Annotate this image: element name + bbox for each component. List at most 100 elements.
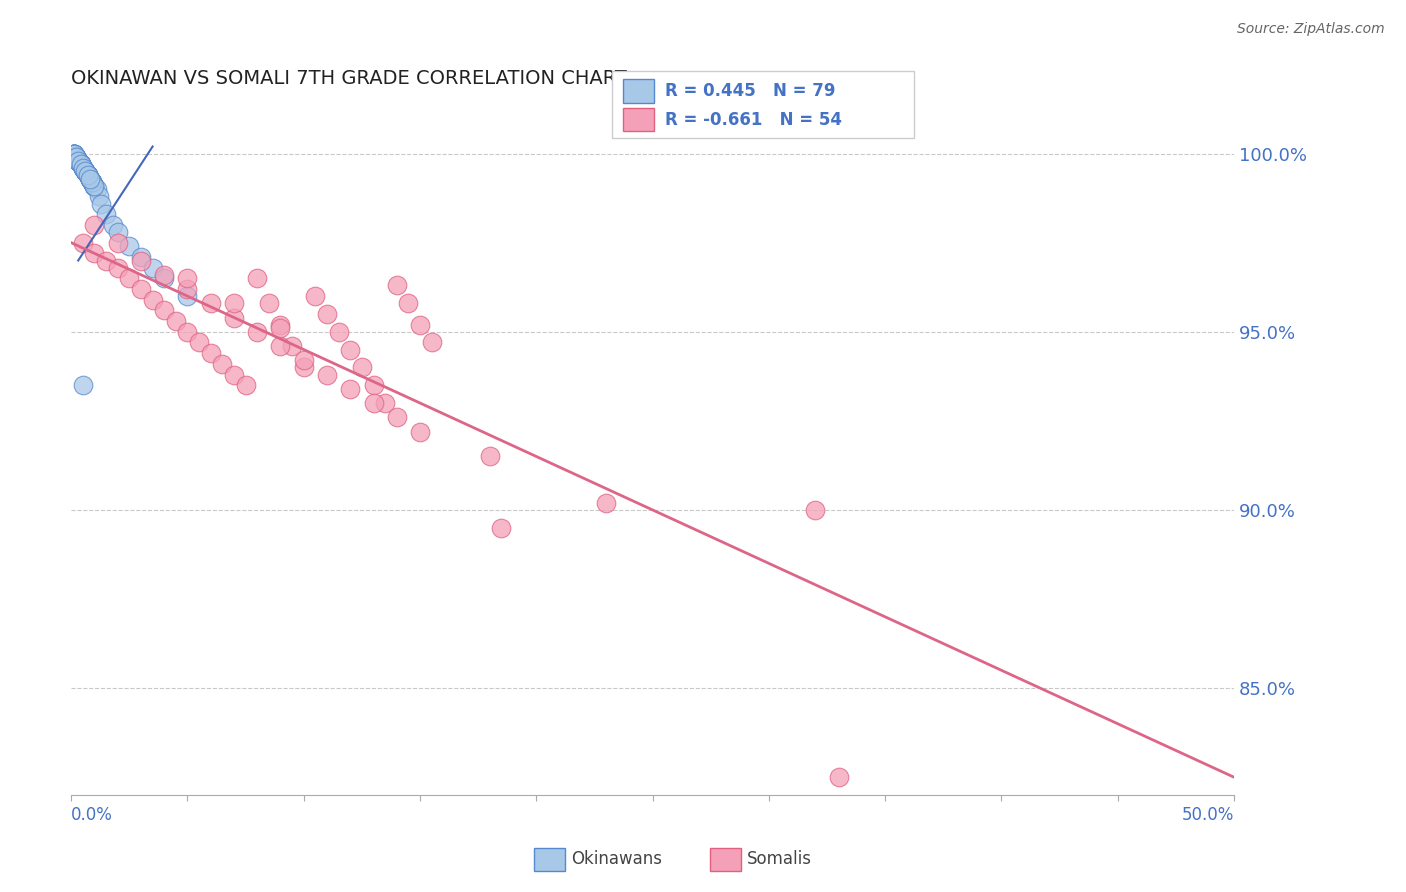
Point	[107, 225, 129, 239]
Point	[420, 335, 443, 350]
Point	[72, 161, 94, 175]
Point	[62, 146, 84, 161]
Point	[316, 307, 339, 321]
Point	[79, 171, 101, 186]
Point	[65, 150, 87, 164]
Point	[385, 410, 408, 425]
Point	[153, 271, 176, 285]
Point	[67, 153, 90, 168]
Point	[396, 296, 419, 310]
Point	[83, 218, 105, 232]
Point	[339, 382, 361, 396]
Point	[72, 161, 94, 175]
Point	[75, 164, 97, 178]
Point	[304, 289, 326, 303]
Point	[374, 396, 396, 410]
Point	[94, 253, 117, 268]
Point	[491, 521, 513, 535]
Point	[82, 175, 104, 189]
Text: R = -0.661   N = 54: R = -0.661 N = 54	[665, 111, 842, 128]
Point	[72, 161, 94, 175]
Point	[62, 146, 84, 161]
Point	[72, 378, 94, 392]
Point	[62, 146, 84, 161]
Point	[153, 268, 176, 282]
Text: Source: ZipAtlas.com: Source: ZipAtlas.com	[1237, 22, 1385, 37]
Point	[176, 271, 198, 285]
Point	[65, 150, 87, 164]
Point	[200, 296, 222, 310]
Point	[65, 150, 87, 164]
Point	[69, 157, 91, 171]
Point	[79, 171, 101, 186]
Point	[222, 368, 245, 382]
Point	[222, 310, 245, 325]
Point	[65, 150, 87, 164]
Point	[339, 343, 361, 357]
Text: OKINAWAN VS SOMALI 7TH GRADE CORRELATION CHART: OKINAWAN VS SOMALI 7TH GRADE CORRELATION…	[72, 69, 627, 87]
Point	[79, 171, 101, 186]
Point	[188, 335, 211, 350]
Point	[90, 196, 112, 211]
Point	[79, 171, 101, 186]
Point	[86, 182, 108, 196]
Point	[76, 168, 98, 182]
Point	[69, 157, 91, 171]
Point	[270, 339, 292, 353]
Point	[76, 168, 98, 182]
Point	[107, 235, 129, 250]
Point	[69, 157, 91, 171]
Point	[118, 239, 141, 253]
Point	[67, 153, 90, 168]
Point	[82, 175, 104, 189]
Point	[75, 164, 97, 178]
Point	[129, 253, 152, 268]
Point	[83, 178, 105, 193]
Point	[67, 153, 90, 168]
Point	[67, 153, 90, 168]
Text: Okinawans: Okinawans	[571, 850, 662, 868]
Point	[76, 168, 98, 182]
Point	[83, 178, 105, 193]
Point	[316, 368, 339, 382]
Point	[211, 357, 233, 371]
Point	[409, 425, 432, 439]
Point	[75, 164, 97, 178]
Point	[82, 175, 104, 189]
Point	[595, 496, 617, 510]
Point	[94, 207, 117, 221]
Point	[176, 289, 198, 303]
Point	[62, 146, 84, 161]
Point	[65, 150, 87, 164]
Point	[385, 278, 408, 293]
Point	[804, 503, 827, 517]
Point	[76, 168, 98, 182]
Point	[129, 250, 152, 264]
Point	[83, 178, 105, 193]
Point	[79, 171, 101, 186]
Point	[83, 178, 105, 193]
Point	[79, 171, 101, 186]
Point	[827, 770, 849, 784]
Point	[292, 353, 315, 368]
Text: Somalis: Somalis	[747, 850, 811, 868]
Point	[65, 150, 87, 164]
Point	[363, 378, 385, 392]
Point	[65, 150, 87, 164]
Point	[270, 318, 292, 332]
Point	[292, 360, 315, 375]
Point	[129, 282, 152, 296]
Point	[76, 168, 98, 182]
Text: R = 0.445   N = 79: R = 0.445 N = 79	[665, 82, 835, 100]
Point	[200, 346, 222, 360]
Point	[328, 325, 350, 339]
Point	[69, 157, 91, 171]
Point	[75, 164, 97, 178]
Point	[69, 157, 91, 171]
Point	[246, 325, 269, 339]
Point	[153, 303, 176, 318]
Point	[350, 360, 373, 375]
Point	[107, 260, 129, 275]
Point	[75, 164, 97, 178]
Point	[235, 378, 257, 392]
